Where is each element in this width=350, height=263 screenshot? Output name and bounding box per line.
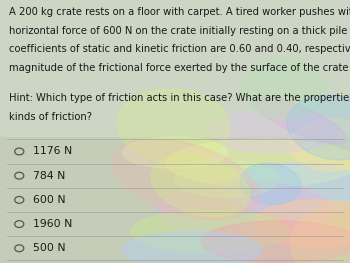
- Text: 1176 N: 1176 N: [33, 146, 72, 156]
- Ellipse shape: [206, 110, 340, 153]
- FancyBboxPatch shape: [0, 0, 350, 137]
- Text: horizontal force of 600 N on the crate initially resting on a thick pile carpet.: horizontal force of 600 N on the crate i…: [9, 26, 350, 36]
- Ellipse shape: [117, 89, 230, 162]
- Ellipse shape: [289, 118, 350, 171]
- Text: 600 N: 600 N: [33, 195, 66, 205]
- Ellipse shape: [254, 97, 346, 144]
- Ellipse shape: [122, 231, 262, 263]
- Ellipse shape: [290, 201, 350, 263]
- Ellipse shape: [166, 139, 350, 187]
- Ellipse shape: [112, 139, 259, 219]
- Text: Hint: Which type of friction acts in this case? What are the properties of diffe: Hint: Which type of friction acts in thi…: [9, 93, 350, 103]
- Ellipse shape: [131, 210, 289, 252]
- Text: kinds of friction?: kinds of friction?: [9, 112, 92, 122]
- Text: 500 N: 500 N: [33, 243, 66, 253]
- Ellipse shape: [201, 221, 350, 263]
- Ellipse shape: [175, 160, 280, 197]
- Text: 784 N: 784 N: [33, 171, 66, 181]
- Text: A 200 kg crate rests on a floor with carpet. A tired worker pushes with a: A 200 kg crate rests on a floor with car…: [9, 7, 350, 17]
- Ellipse shape: [287, 95, 350, 160]
- Ellipse shape: [152, 155, 250, 217]
- Ellipse shape: [122, 137, 228, 168]
- Ellipse shape: [241, 59, 326, 119]
- Ellipse shape: [228, 163, 350, 216]
- Text: magnitude of the frictional force exerted by the surface of the crate by the car: magnitude of the frictional force exerte…: [9, 63, 350, 73]
- Ellipse shape: [240, 163, 301, 205]
- Ellipse shape: [158, 181, 332, 239]
- Ellipse shape: [254, 200, 350, 247]
- Text: coefficients of static and kinetic friction are 0.60 and 0.40, respectively. Fin: coefficients of static and kinetic frict…: [9, 44, 350, 54]
- Text: 1960 N: 1960 N: [33, 219, 73, 229]
